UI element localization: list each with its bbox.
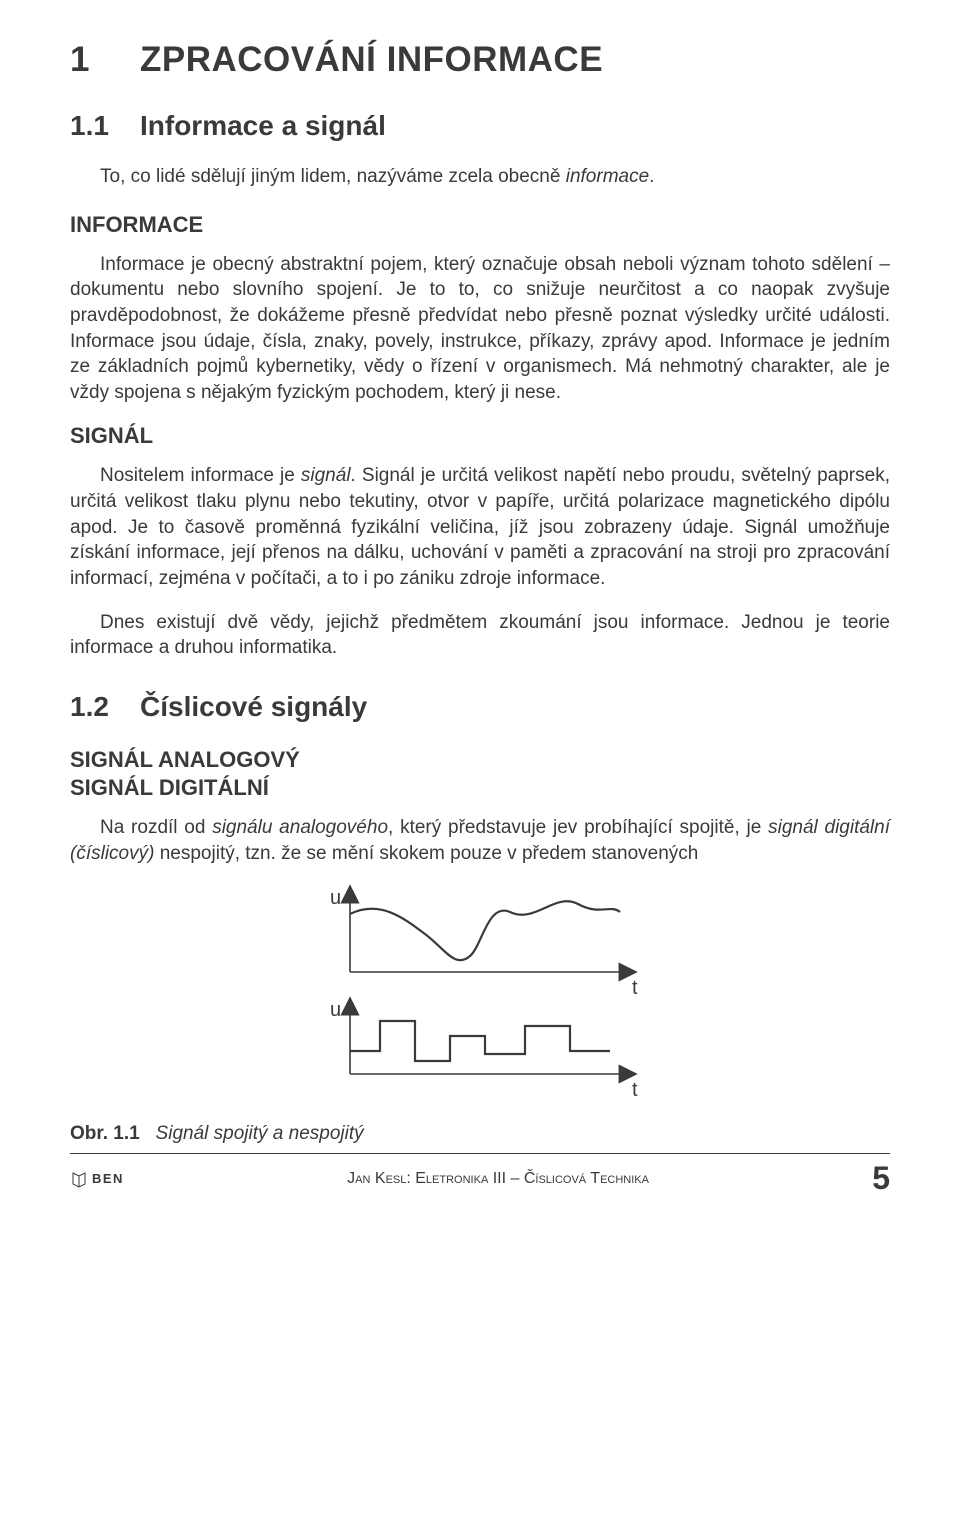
svg-text:t: t	[632, 977, 638, 999]
book-icon	[70, 1170, 88, 1188]
svg-text:t: t	[632, 1079, 638, 1101]
figure-caption-text: Signál spojitý a nespojitý	[156, 1123, 364, 1144]
chapter-number: 1	[70, 40, 140, 80]
chapter-title-text: ZPRACOVÁNÍ INFORMACE	[140, 40, 603, 79]
footer-text: Jan Kesl: Eletronika III – Číslicová Tec…	[124, 1170, 872, 1188]
figure-label: Obr. 1.1	[70, 1123, 140, 1144]
para-signal-2: Dnes existují dvě vědy, jejichž předměte…	[70, 610, 890, 661]
chapter-title: 1ZPRACOVÁNÍ INFORMACE	[70, 40, 890, 80]
figure-caption: Obr. 1.1 Signál spojitý a nespojitý	[70, 1123, 890, 1145]
para-digital: Na rozdíl od signálu analogového, který …	[70, 815, 890, 866]
heading-analog: SIGNÁL ANALOGOVÝ	[70, 747, 890, 773]
section-1-title: 1.1Informace a signál	[70, 110, 890, 142]
svg-text:u: u	[330, 887, 341, 909]
figure-1-1: u t u t	[70, 884, 890, 1111]
page-footer: BEN Jan Kesl: Eletronika III – Číslicová…	[70, 1153, 890, 1197]
para-informace: Informace je obecný abstraktní pojem, kt…	[70, 252, 890, 406]
section-1-number: 1.1	[70, 110, 140, 142]
heading-signal: SIGNÁL	[70, 423, 890, 449]
svg-text:u: u	[330, 999, 341, 1021]
page-number: 5	[872, 1160, 890, 1197]
para-signal-1: Nositelem informace je signál. Signál je…	[70, 463, 890, 591]
section-2-title-text: Číslicové signály	[140, 691, 367, 722]
footer-logo: BEN	[70, 1170, 124, 1188]
heading-informace: INFORMACE	[70, 212, 890, 238]
section-2-number: 1.2	[70, 691, 140, 723]
heading-digital: SIGNÁL DIGITÁLNÍ	[70, 775, 890, 801]
signal-chart: u t u t	[310, 884, 650, 1106]
section-1-title-text: Informace a signál	[140, 110, 386, 141]
intro-paragraph: To, co lidé sdělují jiným lidem, nazývám…	[70, 164, 890, 190]
section-2-title: 1.2Číslicové signály	[70, 691, 890, 723]
